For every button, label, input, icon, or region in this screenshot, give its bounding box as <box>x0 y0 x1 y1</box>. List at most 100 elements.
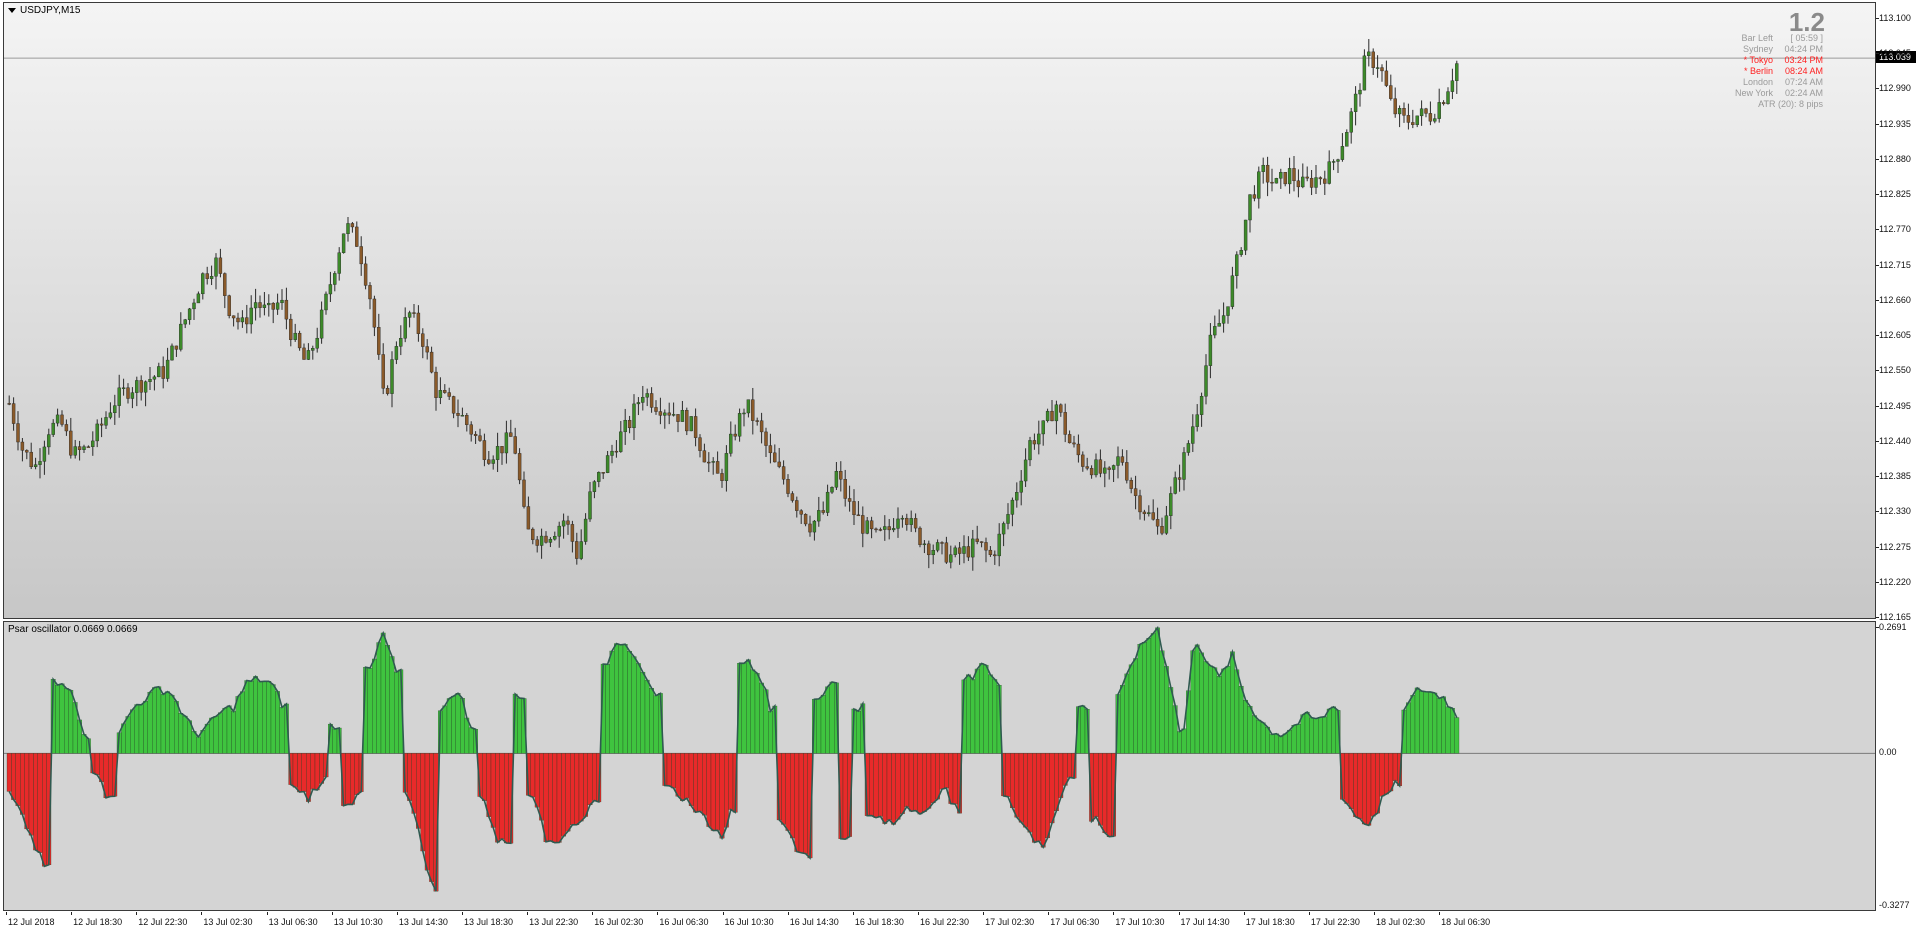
candle <box>737 408 742 442</box>
candle <box>1230 266 1235 310</box>
candle <box>82 444 86 453</box>
candle <box>1433 113 1437 124</box>
candle <box>487 451 491 465</box>
price-axis[interactable]: 113.039 113.100 113.045 112.990 112.935 112.… <box>1876 2 1916 622</box>
price-tick-label: 112.715 <box>1879 259 1911 270</box>
histogram-bar-negative <box>565 753 571 832</box>
time-tick-label: 18 Jul 06:30 <box>1441 917 1491 927</box>
candle <box>993 550 997 565</box>
histogram-bar-positive <box>182 715 188 754</box>
candle <box>1204 354 1208 405</box>
candle <box>42 440 47 475</box>
candle <box>702 443 707 463</box>
histogram-bar-positive <box>754 673 760 754</box>
histogram-bar-positive <box>332 728 338 754</box>
histogram-bar-positive <box>816 698 822 754</box>
candle <box>165 347 170 382</box>
candle <box>940 541 944 555</box>
histogram-bar-positive <box>1436 698 1442 754</box>
oscillator-axis[interactable]: 0.2691 0.00 -0.3277 <box>1876 621 1916 911</box>
time-tick <box>461 912 463 915</box>
histogram-bar-positive <box>231 711 236 754</box>
candle <box>1001 521 1006 547</box>
candle <box>575 532 579 565</box>
candle <box>416 305 421 342</box>
time-tick-label: 16 Jul 14:30 <box>789 917 839 927</box>
candle <box>73 439 77 459</box>
histogram-bar-negative <box>1027 753 1033 833</box>
histogram-bar-positive <box>1256 719 1262 754</box>
candle <box>1411 109 1415 129</box>
histogram-bar-positive <box>385 645 390 754</box>
candle <box>1063 403 1067 443</box>
candle <box>1164 505 1169 535</box>
histogram-bar-negative <box>904 753 910 807</box>
candle <box>1072 435 1076 448</box>
time-axis[interactable]: 12 Jul 2018 12 Jul 18:30 12 Jul 22:30 13 Ju… <box>3 912 1876 933</box>
candle <box>852 489 856 526</box>
chart-title[interactable]: USDJPY,M15 <box>8 5 80 16</box>
histogram-bar-positive <box>1137 644 1143 754</box>
price-tick-label: 112.275 <box>1879 541 1911 552</box>
candle <box>522 471 526 509</box>
candle <box>1327 150 1331 185</box>
histogram-bar-positive <box>134 704 140 754</box>
histogram-bar-positive <box>125 716 131 754</box>
candle <box>746 399 751 418</box>
osc-top-tick <box>1876 627 1879 628</box>
histogram-bar-negative <box>411 753 417 814</box>
time-tick-label: 13 Jul 22:30 <box>529 917 579 927</box>
candle <box>368 282 372 310</box>
candle <box>997 523 1001 567</box>
histogram-bar-negative <box>42 753 47 867</box>
histogram-bar-positive <box>257 681 263 754</box>
histogram-bar-negative <box>803 753 808 854</box>
price-chart-pane[interactable]: USDJPY,M15 1.2 Bar Left [ 05:59 ] Sydney 04… <box>3 2 1876 619</box>
candle <box>25 449 29 460</box>
histogram-bar-positive <box>464 717 470 754</box>
price-tick-label: 112.825 <box>1879 189 1911 200</box>
histogram-bar-positive <box>68 690 74 754</box>
candle <box>227 294 231 319</box>
psar-oscillator-histogram[interactable] <box>4 622 1876 911</box>
histogram-bar-positive <box>653 695 659 754</box>
candle <box>139 375 143 401</box>
osc-bottom-label: -0.3277 <box>1879 900 1910 910</box>
time-tick <box>136 912 138 915</box>
price-tick <box>1876 194 1879 196</box>
chart-menu-arrow-icon[interactable] <box>8 8 16 13</box>
histogram-bar-negative <box>561 753 566 837</box>
candle <box>337 247 341 281</box>
histogram-bar-positive <box>1216 676 1222 754</box>
candle <box>1160 517 1164 536</box>
candle <box>1441 100 1446 106</box>
symbol-label: USDJPY,M15 <box>20 5 81 16</box>
histogram-bar-negative <box>935 753 940 800</box>
histogram-bar-positive <box>244 680 250 754</box>
histogram-bar-negative <box>930 753 936 804</box>
candle <box>944 536 949 564</box>
histogram-bar-positive <box>750 669 756 754</box>
candle <box>33 457 38 470</box>
price-tick <box>1876 229 1879 231</box>
candle <box>425 339 429 360</box>
price-tick <box>1876 53 1879 55</box>
histogram-bar-negative <box>675 753 681 797</box>
candle <box>460 407 465 417</box>
price-tick <box>1876 546 1879 548</box>
histogram-bar-negative <box>1098 753 1103 826</box>
histogram-bar-positive <box>1304 711 1310 754</box>
histogram-bar-negative <box>1023 753 1028 828</box>
candle <box>922 540 927 554</box>
candle <box>443 384 447 394</box>
candle <box>170 343 174 361</box>
candle <box>1177 464 1182 492</box>
histogram-bar-positive <box>1274 733 1279 754</box>
candle <box>1217 309 1221 327</box>
histogram-bar-positive <box>1150 633 1156 754</box>
time-tick <box>657 912 659 915</box>
time-tick <box>1308 912 1310 915</box>
histogram-bar-positive <box>1181 728 1187 754</box>
oscillator-pane[interactable]: Psar oscillator 0.0669 0.0669 <box>3 621 1876 911</box>
candlestick-chart[interactable] <box>4 3 1876 619</box>
